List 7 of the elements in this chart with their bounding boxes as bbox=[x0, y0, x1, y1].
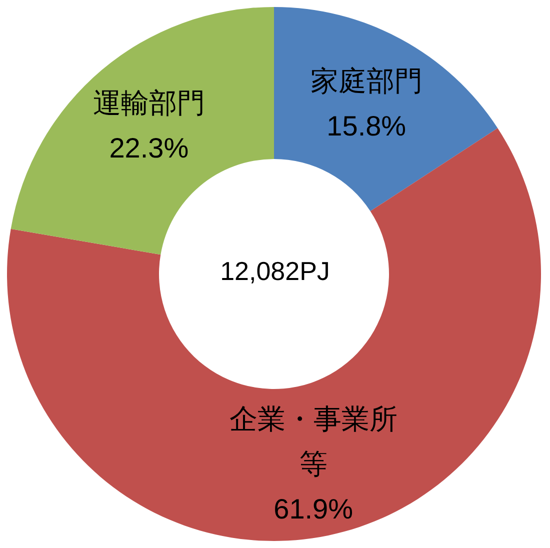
data-label: 15.8% bbox=[326, 110, 406, 142]
data-label: 61.9% bbox=[274, 493, 354, 524]
slice-label: 運輸部門 bbox=[92, 88, 205, 119]
slice-label: 企業・事業所等 bbox=[229, 403, 398, 480]
data-label: 22.3% bbox=[109, 132, 189, 164]
text: 12,082PJ bbox=[220, 256, 330, 286]
slice-label: 家庭部門 bbox=[310, 65, 422, 96]
